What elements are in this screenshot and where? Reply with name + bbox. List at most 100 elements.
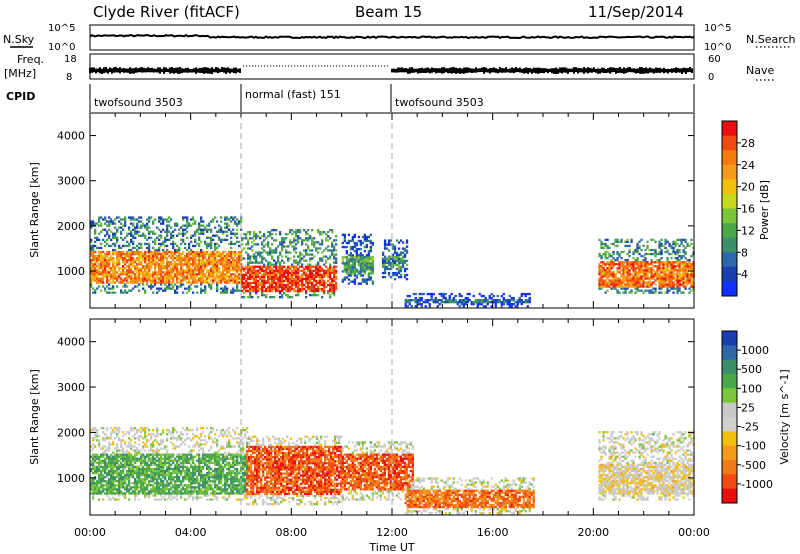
range-time-cell — [307, 273, 310, 276]
range-time-cell — [606, 261, 609, 264]
range-time-cell — [180, 238, 183, 241]
range-time-cell — [222, 250, 225, 254]
range-time-cell — [660, 244, 663, 248]
range-time-cell — [420, 303, 423, 306]
range-time-cell — [690, 281, 693, 284]
range-time-cell — [116, 255, 119, 258]
range-time-cell — [92, 273, 95, 276]
range-time-cell — [222, 269, 225, 272]
range-time-cell — [369, 262, 372, 265]
range-time-cell — [146, 283, 149, 286]
range-time-cell — [142, 459, 145, 462]
range-time-cell — [269, 273, 272, 276]
range-time-cell — [670, 271, 673, 274]
range-time-cell — [102, 279, 105, 282]
range-time-cell — [170, 271, 173, 274]
range-time-cell — [632, 261, 635, 264]
range-time-cell — [383, 247, 387, 250]
range-time-cell — [106, 471, 109, 475]
range-time-cell — [642, 265, 645, 268]
range-time-cell — [112, 480, 115, 483]
range-time-cell — [634, 279, 637, 282]
range-time-cell — [297, 241, 300, 244]
range-time-cell — [132, 263, 135, 266]
range-time-cell — [630, 261, 633, 264]
range-time-cell — [652, 252, 655, 256]
range-time-cell — [658, 261, 661, 264]
range-time-cell — [313, 237, 316, 240]
range-time-cell — [108, 244, 111, 248]
range-time-cell — [321, 275, 324, 278]
range-time-cell — [228, 275, 231, 278]
range-time-cell — [351, 266, 354, 269]
range-time-cell — [305, 233, 308, 236]
range-time-cell — [367, 256, 370, 259]
range-time-cell — [247, 281, 250, 285]
range-time-cell — [494, 299, 497, 302]
range-time-cell — [150, 250, 153, 254]
range-time-cell — [600, 244, 603, 248]
range-time-cell — [636, 283, 639, 286]
range-time-cell — [146, 486, 149, 489]
range-time-cell — [168, 283, 171, 286]
range-time-cell — [359, 282, 362, 285]
range-time-cell — [166, 230, 169, 233]
range-time-cell — [140, 267, 143, 270]
range-time-cell — [628, 261, 631, 264]
range-time-cell — [305, 249, 308, 252]
range-time-cell — [618, 252, 621, 256]
range-time-cell — [90, 285, 93, 288]
range-time-cell — [90, 480, 93, 483]
range-time-cell — [232, 261, 235, 264]
range-time-cell — [122, 439, 125, 442]
range-time-cell — [124, 467, 127, 471]
range-time-cell — [444, 296, 447, 300]
range-time-cell — [257, 243, 260, 246]
range-time-cell — [293, 287, 296, 291]
range-time-cell — [255, 269, 258, 272]
range-time-cell — [128, 255, 131, 258]
range-time-cell — [670, 273, 673, 276]
range-time-cell — [226, 265, 229, 268]
range-time-cell — [273, 265, 276, 268]
range-time-cell — [128, 478, 131, 481]
range-time-cell — [490, 299, 493, 302]
range-time-cell — [126, 291, 129, 294]
range-time-cell — [122, 281, 125, 284]
range-time-cell — [502, 296, 505, 300]
range-time-cell — [116, 461, 119, 464]
range-time-cell — [524, 292, 527, 296]
range-time-cell — [616, 240, 619, 243]
range-time-cell — [361, 258, 364, 261]
range-time-cell — [255, 251, 258, 254]
range-time-cell — [114, 484, 117, 487]
range-time-cell — [263, 283, 266, 287]
range-time-cell — [614, 279, 617, 282]
range-time-cell — [224, 259, 227, 262]
range-time-cell — [210, 230, 213, 233]
range-time-cell — [116, 259, 119, 262]
range-time-cell — [353, 270, 356, 273]
range-time-cell — [640, 255, 643, 258]
range-time-cell — [166, 252, 169, 256]
range-time-cell — [325, 247, 328, 250]
range-time-cell — [110, 486, 113, 489]
range-time-cell — [140, 277, 143, 280]
range-time-cell — [606, 246, 609, 250]
range-time-cell — [634, 250, 637, 254]
range-time-cell — [212, 252, 215, 256]
range-time-cell — [632, 265, 635, 268]
range-time-cell — [198, 232, 201, 235]
range-time-cell — [462, 303, 465, 306]
range-time-cell — [204, 265, 207, 268]
range-time-cell — [243, 275, 246, 278]
range-time-cell — [608, 269, 611, 272]
range-time-cell — [132, 252, 135, 256]
range-time-cell — [498, 301, 501, 304]
range-time-cell — [202, 224, 205, 227]
range-time-cell — [371, 258, 374, 261]
range-time-cell — [222, 291, 225, 294]
range-time-cell — [128, 455, 131, 458]
range-time-cell — [168, 220, 171, 223]
range-time-cell — [335, 285, 338, 289]
